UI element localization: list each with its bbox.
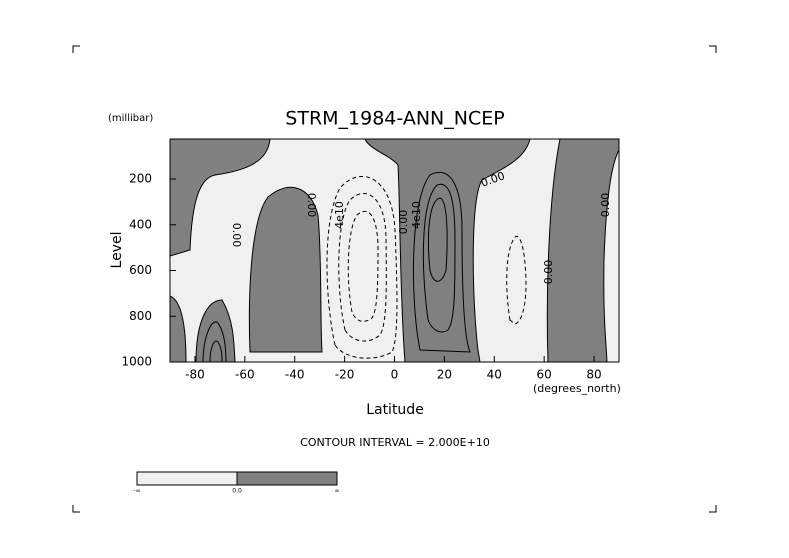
contour-label: 4e10: [410, 201, 423, 229]
contour-label: 0.00: [230, 223, 243, 248]
colorbar-swatch: [236, 471, 338, 486]
colorbar-label: -∞: [133, 488, 140, 495]
background: [170, 139, 619, 362]
contour-label: 0.00: [599, 193, 612, 218]
x-tick-label: 60: [537, 368, 552, 382]
colorbar-swatch: [136, 471, 238, 486]
y-tick-label: 400: [129, 217, 152, 231]
y-axis-label: Level: [109, 232, 125, 269]
y-unit: (millibar): [108, 113, 153, 124]
x-unit: (degrees_north): [533, 382, 621, 395]
contour-label: 0.00: [305, 193, 318, 218]
x-tick-label: 40: [487, 368, 502, 382]
x-axis-label: Latitude: [366, 402, 424, 418]
y-tick-label: 800: [129, 309, 152, 323]
chart-title: STRM_1984-ANN_NCEP: [285, 108, 504, 130]
x-tick-label: -40: [285, 368, 305, 382]
colorbar-label: 0.0: [232, 488, 242, 495]
x-tick-label: -20: [335, 368, 355, 382]
plot-area: [169, 138, 620, 363]
y-tick-label: 1000: [121, 355, 152, 369]
y-tick-label: 600: [129, 263, 152, 277]
contour-lines: [202, 172, 471, 363]
contour-label: 4e10: [333, 201, 346, 229]
colorbar: [136, 471, 338, 486]
x-tick-label: -80: [185, 368, 205, 382]
corner-marks: [72, 45, 717, 513]
positive-regions: [169, 138, 620, 363]
contour-interval: CONTOUR INTERVAL = 2.000E+10: [300, 436, 490, 449]
negative-contours: [326, 176, 527, 359]
x-tick-label: -60: [235, 368, 255, 382]
contour-label: 0.00: [542, 260, 555, 285]
colorbar-label: ∞: [335, 488, 340, 495]
y-tick-label: 200: [129, 172, 152, 186]
contour-label: 0.00: [397, 210, 410, 235]
x-tick-label: 0: [391, 368, 399, 382]
x-tick-label: 20: [437, 368, 452, 382]
x-tick-label: 80: [586, 368, 601, 382]
